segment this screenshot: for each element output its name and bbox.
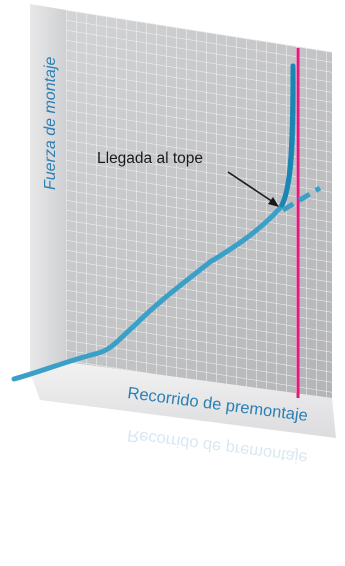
annotation-arrow-head bbox=[268, 197, 279, 207]
force-curve-steep-segment bbox=[279, 63, 296, 208]
annotation-label: Llegada al tope bbox=[97, 150, 203, 167]
y-axis-label: Fuerza de montaje bbox=[42, 56, 59, 190]
reflection-fade bbox=[0, 402, 345, 566]
grid-lines bbox=[66, 10, 332, 398]
card-left-face bbox=[30, 4, 66, 372]
force-curve-continuation bbox=[281, 185, 322, 213]
card-bottom-face bbox=[30, 362, 336, 438]
annotation-arrow bbox=[227, 171, 277, 205]
